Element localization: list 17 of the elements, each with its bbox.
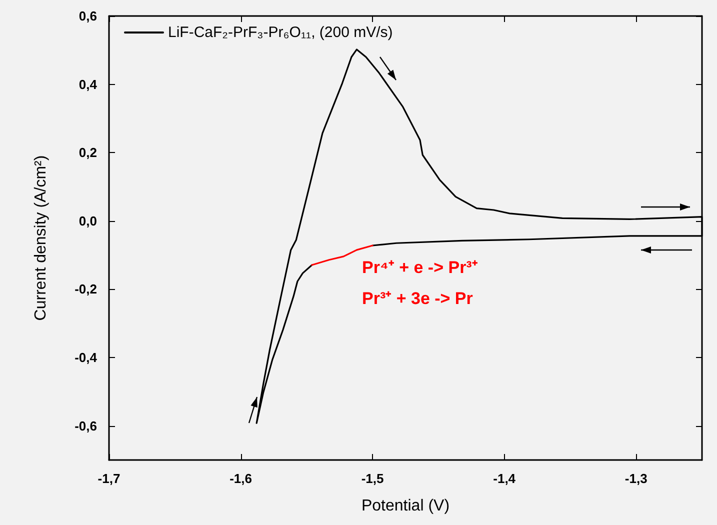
- annotation: Pr³⁺ + 3e -> Pr: [362, 288, 473, 309]
- legend-label: LiF-CaF₂-PrF₃-Pr₆O₁₁, (200 mV/s): [168, 24, 393, 41]
- y-axis-title: Current density (A/cm²): [32, 155, 50, 321]
- x-tick-label: -1,5: [361, 471, 384, 486]
- x-tick-label: -1,4: [493, 471, 516, 486]
- y-tick-label: 0,2: [78, 145, 97, 160]
- annotation: Pr⁴⁺ + e -> Pr³⁺: [362, 257, 478, 278]
- x-tick-label: -1,7: [98, 471, 120, 486]
- y-tick-label: -0,2: [74, 282, 97, 297]
- y-tick-label: 0,6: [78, 8, 97, 24]
- y-tick-label: 0,4: [78, 76, 98, 92]
- x-tick-label: -1,3: [624, 471, 648, 486]
- y-tick-label: -0,6: [74, 418, 97, 434]
- y-tick-label: 0,0: [78, 213, 97, 228]
- x-axis-title: Potential (V): [361, 498, 450, 514]
- y-tick-label: -0,4: [74, 350, 98, 366]
- x-tick-label: -1,6: [230, 471, 252, 486]
